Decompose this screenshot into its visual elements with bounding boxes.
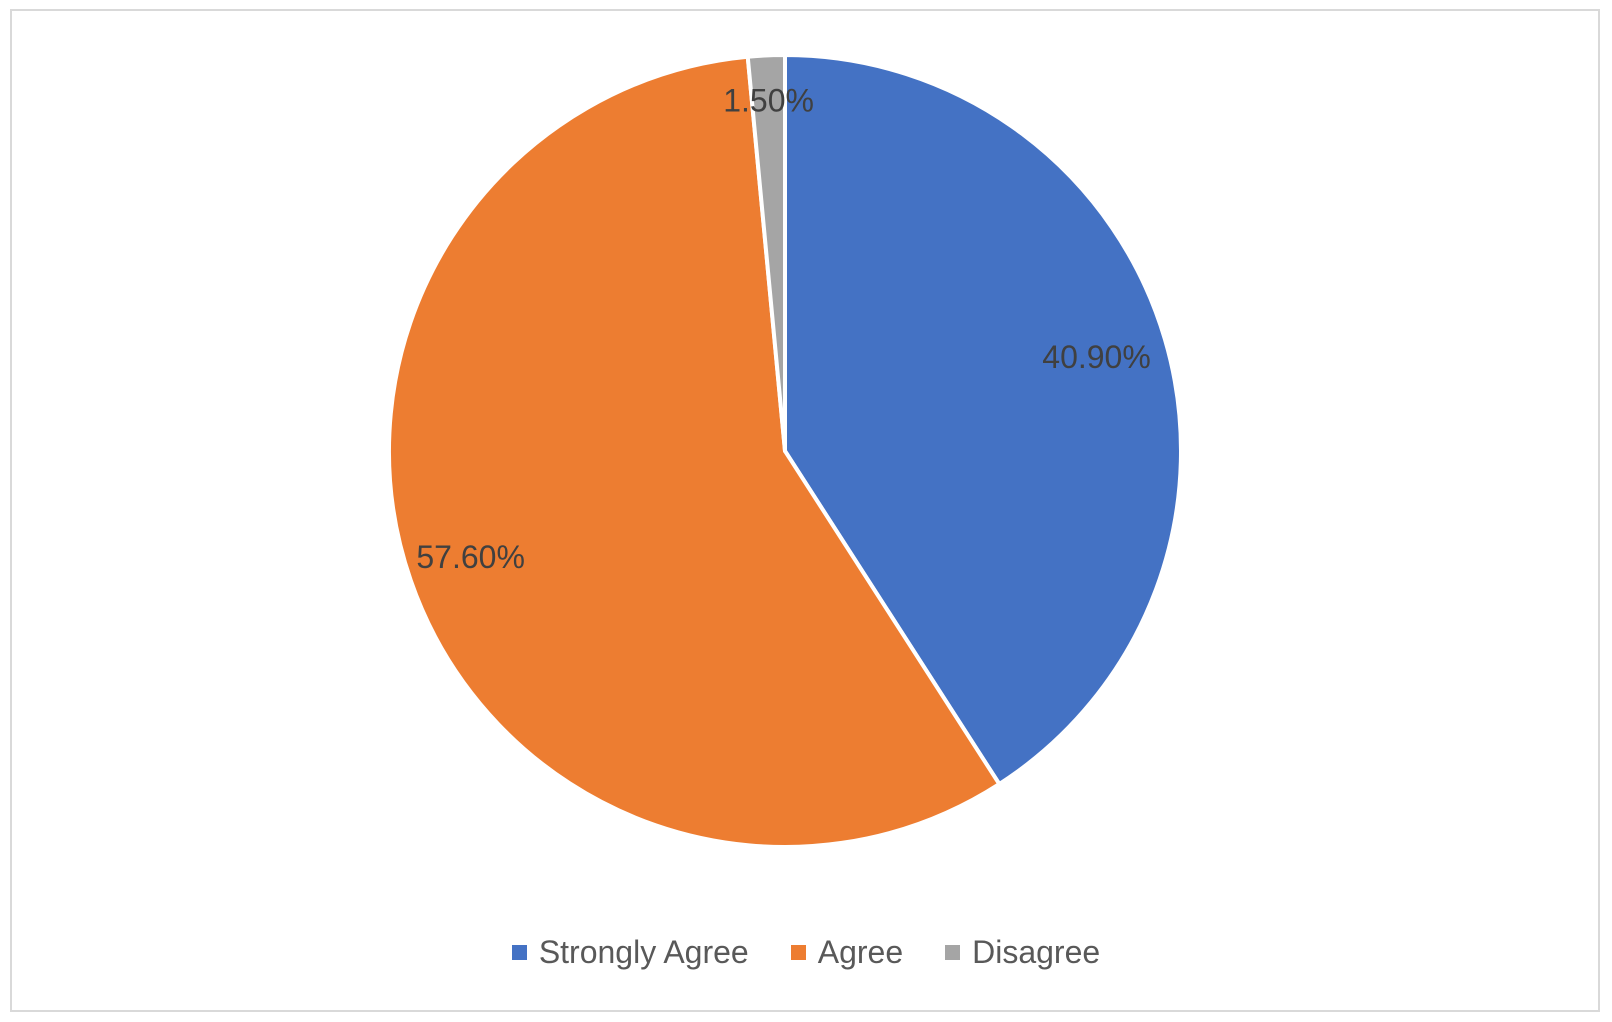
pie-data-labels: 40.90% 57.60% 1.50%: [416, 82, 1150, 575]
pie-slices: [387, 53, 1183, 849]
pie-slice-disagree: [745, 53, 787, 453]
legend-swatch-agree: [790, 944, 806, 960]
data-label-agree: 57.60%: [416, 539, 525, 575]
legend-label-agree: Agree: [817, 933, 904, 970]
legend-item-agree: Agree: [790, 933, 904, 971]
legend-label-strongly-agree: Strongly Agree: [538, 933, 749, 970]
data-label-disagree: 1.50%: [723, 82, 814, 118]
chart-legend: Strongly Agree Agree Disagree: [0, 930, 1612, 974]
legend-item-disagree: Disagree: [945, 934, 1100, 971]
pie-slice-agree: [387, 54, 1002, 849]
legend-label-disagree: Disagree: [972, 933, 1101, 970]
legend-item-strongly-agree: Strongly Agree: [511, 933, 749, 971]
legend-swatch-strongly-agree: [511, 944, 527, 960]
legend-swatch-disagree: [945, 944, 961, 960]
data-label-strongly-agree: 40.90%: [1042, 339, 1151, 375]
